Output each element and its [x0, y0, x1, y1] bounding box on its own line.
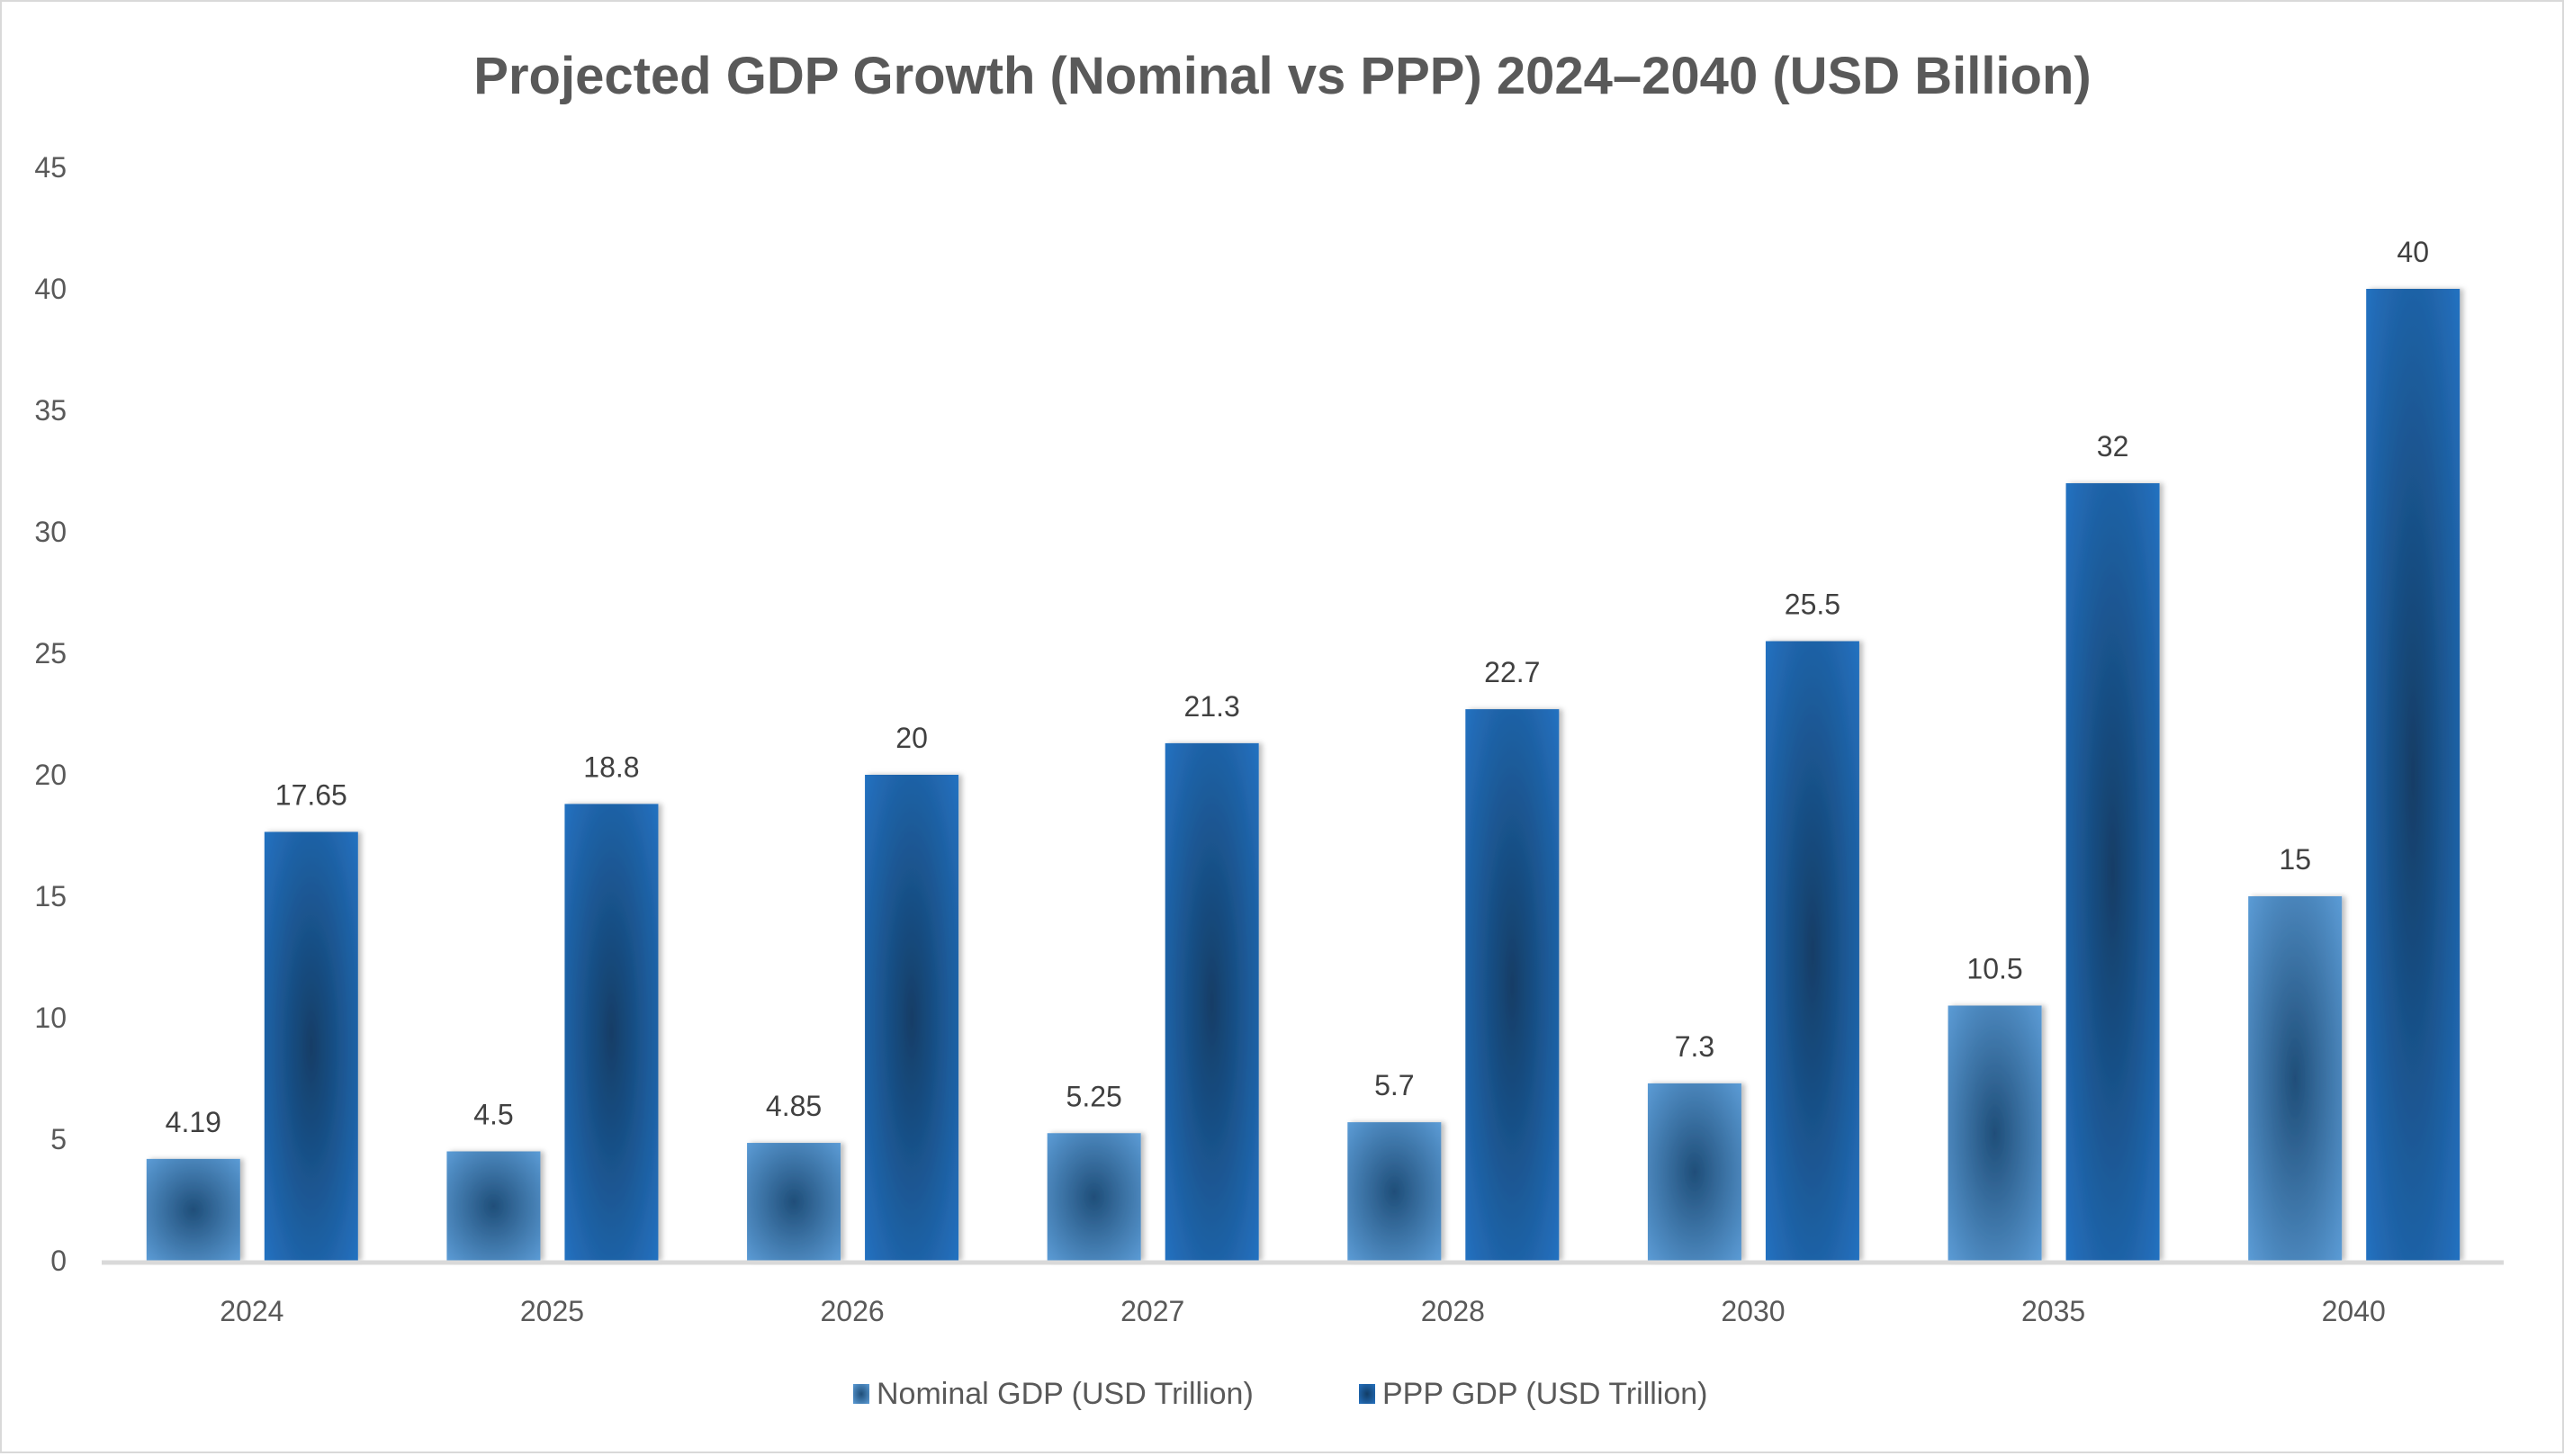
data-label: 20	[895, 722, 928, 754]
ppp-gdp-bar	[1165, 742, 1259, 1261]
data-label: 4.5	[473, 1099, 513, 1131]
legend: Nominal GDP (USD Trillion) PPP GDP (USD T…	[853, 1377, 1708, 1411]
y-tick-label: 0	[50, 1245, 67, 1277]
nominal-gdp-bar	[446, 1151, 541, 1261]
ppp-gdp-bar	[865, 775, 959, 1261]
data-label: 17.65	[275, 778, 347, 811]
ppp-gdp-bar	[2366, 289, 2461, 1261]
data-label: 5.25	[1066, 1080, 1122, 1112]
x-tick-label: 2028	[1421, 1295, 1485, 1327]
nominal-gdp-bar	[1347, 1122, 1442, 1261]
y-tick-label: 20	[34, 759, 67, 791]
x-tick-label: 2040	[2322, 1295, 2386, 1327]
x-tick-label: 2035	[2021, 1295, 2085, 1327]
x-tick-label: 2030	[1721, 1295, 1785, 1327]
nominal-gdp-bar	[1647, 1083, 1741, 1261]
ppp-gdp-bar	[564, 804, 659, 1261]
ppp-gdp-bar	[1465, 709, 1560, 1261]
x-tick-label: 2025	[520, 1295, 584, 1327]
ppp-gdp-bar	[264, 831, 358, 1261]
data-label: 25.5	[1785, 589, 1840, 621]
y-tick-label: 30	[34, 516, 67, 548]
data-label: 7.3	[1675, 1030, 1714, 1063]
legend-swatch-nominal	[853, 1384, 869, 1404]
nominal-gdp-bar	[1948, 1005, 2042, 1261]
data-label: 21.3	[1184, 690, 1240, 723]
chart-title: Projected GDP Growth (Nominal vs PPP) 20…	[473, 47, 2091, 105]
legend-label: Nominal GDP (USD Trillion)	[877, 1377, 1254, 1411]
legend-swatch-ppp	[1359, 1384, 1375, 1404]
data-label: 4.85	[766, 1090, 822, 1122]
nominal-gdp-bar	[747, 1143, 841, 1261]
x-tick-label: 2024	[220, 1295, 283, 1327]
data-label: 4.19	[166, 1106, 221, 1138]
data-label: 10.5	[1966, 953, 2022, 985]
nominal-gdp-bar	[146, 1158, 240, 1261]
y-tick-label: 40	[34, 273, 67, 305]
ppp-gdp-bar	[1765, 641, 1859, 1261]
y-tick-label: 10	[34, 1002, 67, 1034]
data-label: 32	[2097, 430, 2129, 463]
nominal-gdp-bar	[1047, 1133, 1141, 1261]
ppp-gdp-bar	[2065, 483, 2160, 1261]
x-tick-label: 2027	[1120, 1295, 1184, 1327]
data-label: 18.8	[583, 750, 639, 783]
legend-label: PPP GDP (USD Trillion)	[1382, 1377, 1708, 1411]
data-label: 40	[2397, 236, 2429, 268]
y-tick-label: 45	[34, 151, 67, 184]
data-label: 15	[2279, 843, 2311, 876]
y-tick-label: 5	[50, 1123, 67, 1155]
data-label: 22.7	[1484, 656, 1540, 688]
nominal-gdp-bar	[2248, 896, 2343, 1261]
x-tick-label: 2026	[820, 1295, 884, 1327]
y-tick-label: 15	[34, 880, 67, 912]
y-tick-label: 25	[34, 637, 67, 670]
data-label: 5.7	[1374, 1069, 1414, 1101]
y-tick-label: 35	[34, 394, 67, 427]
